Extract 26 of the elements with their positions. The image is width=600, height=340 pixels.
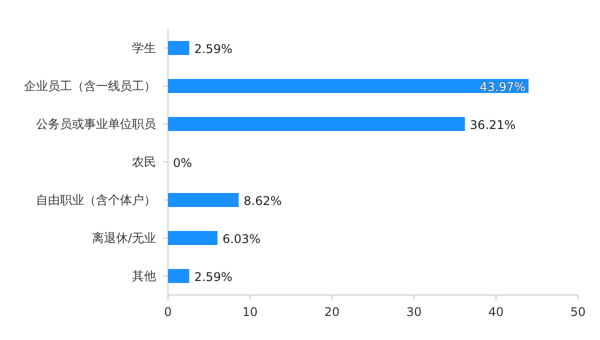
- bar: [168, 193, 239, 207]
- y-tick-label: 农民: [132, 155, 156, 169]
- y-tick-label: 离退休/无业: [92, 231, 156, 245]
- bar: [168, 41, 190, 55]
- x-tick-label: 40: [488, 305, 504, 319]
- bar: [168, 231, 218, 245]
- x-tick-label: 10: [242, 305, 258, 319]
- bar: [168, 79, 529, 93]
- data-label: 36.21%: [470, 118, 516, 132]
- data-label: 6.03%: [222, 232, 261, 246]
- x-tick-label: 0: [164, 305, 172, 319]
- y-tick-label: 学生: [132, 41, 156, 55]
- y-tick-label: 其他: [132, 269, 156, 283]
- y-tick-label: 公务员或事业单位职员: [36, 117, 156, 131]
- y-tick-label: 企业员工（含一线员工）: [24, 79, 156, 93]
- data-label: 2.59%: [194, 270, 232, 284]
- x-tick-label: 30: [406, 305, 422, 319]
- x-tick-label: 50: [570, 305, 586, 319]
- data-label: 0%: [173, 156, 192, 170]
- data-label: 43.97%: [480, 80, 526, 94]
- data-label: 8.62%: [244, 194, 282, 208]
- y-tick-label: 自由职业（含个体户）: [36, 193, 156, 207]
- bar: [168, 269, 190, 283]
- data-label: 2.59%: [194, 42, 232, 56]
- x-tick-label: 20: [324, 305, 340, 319]
- bar: [168, 117, 465, 131]
